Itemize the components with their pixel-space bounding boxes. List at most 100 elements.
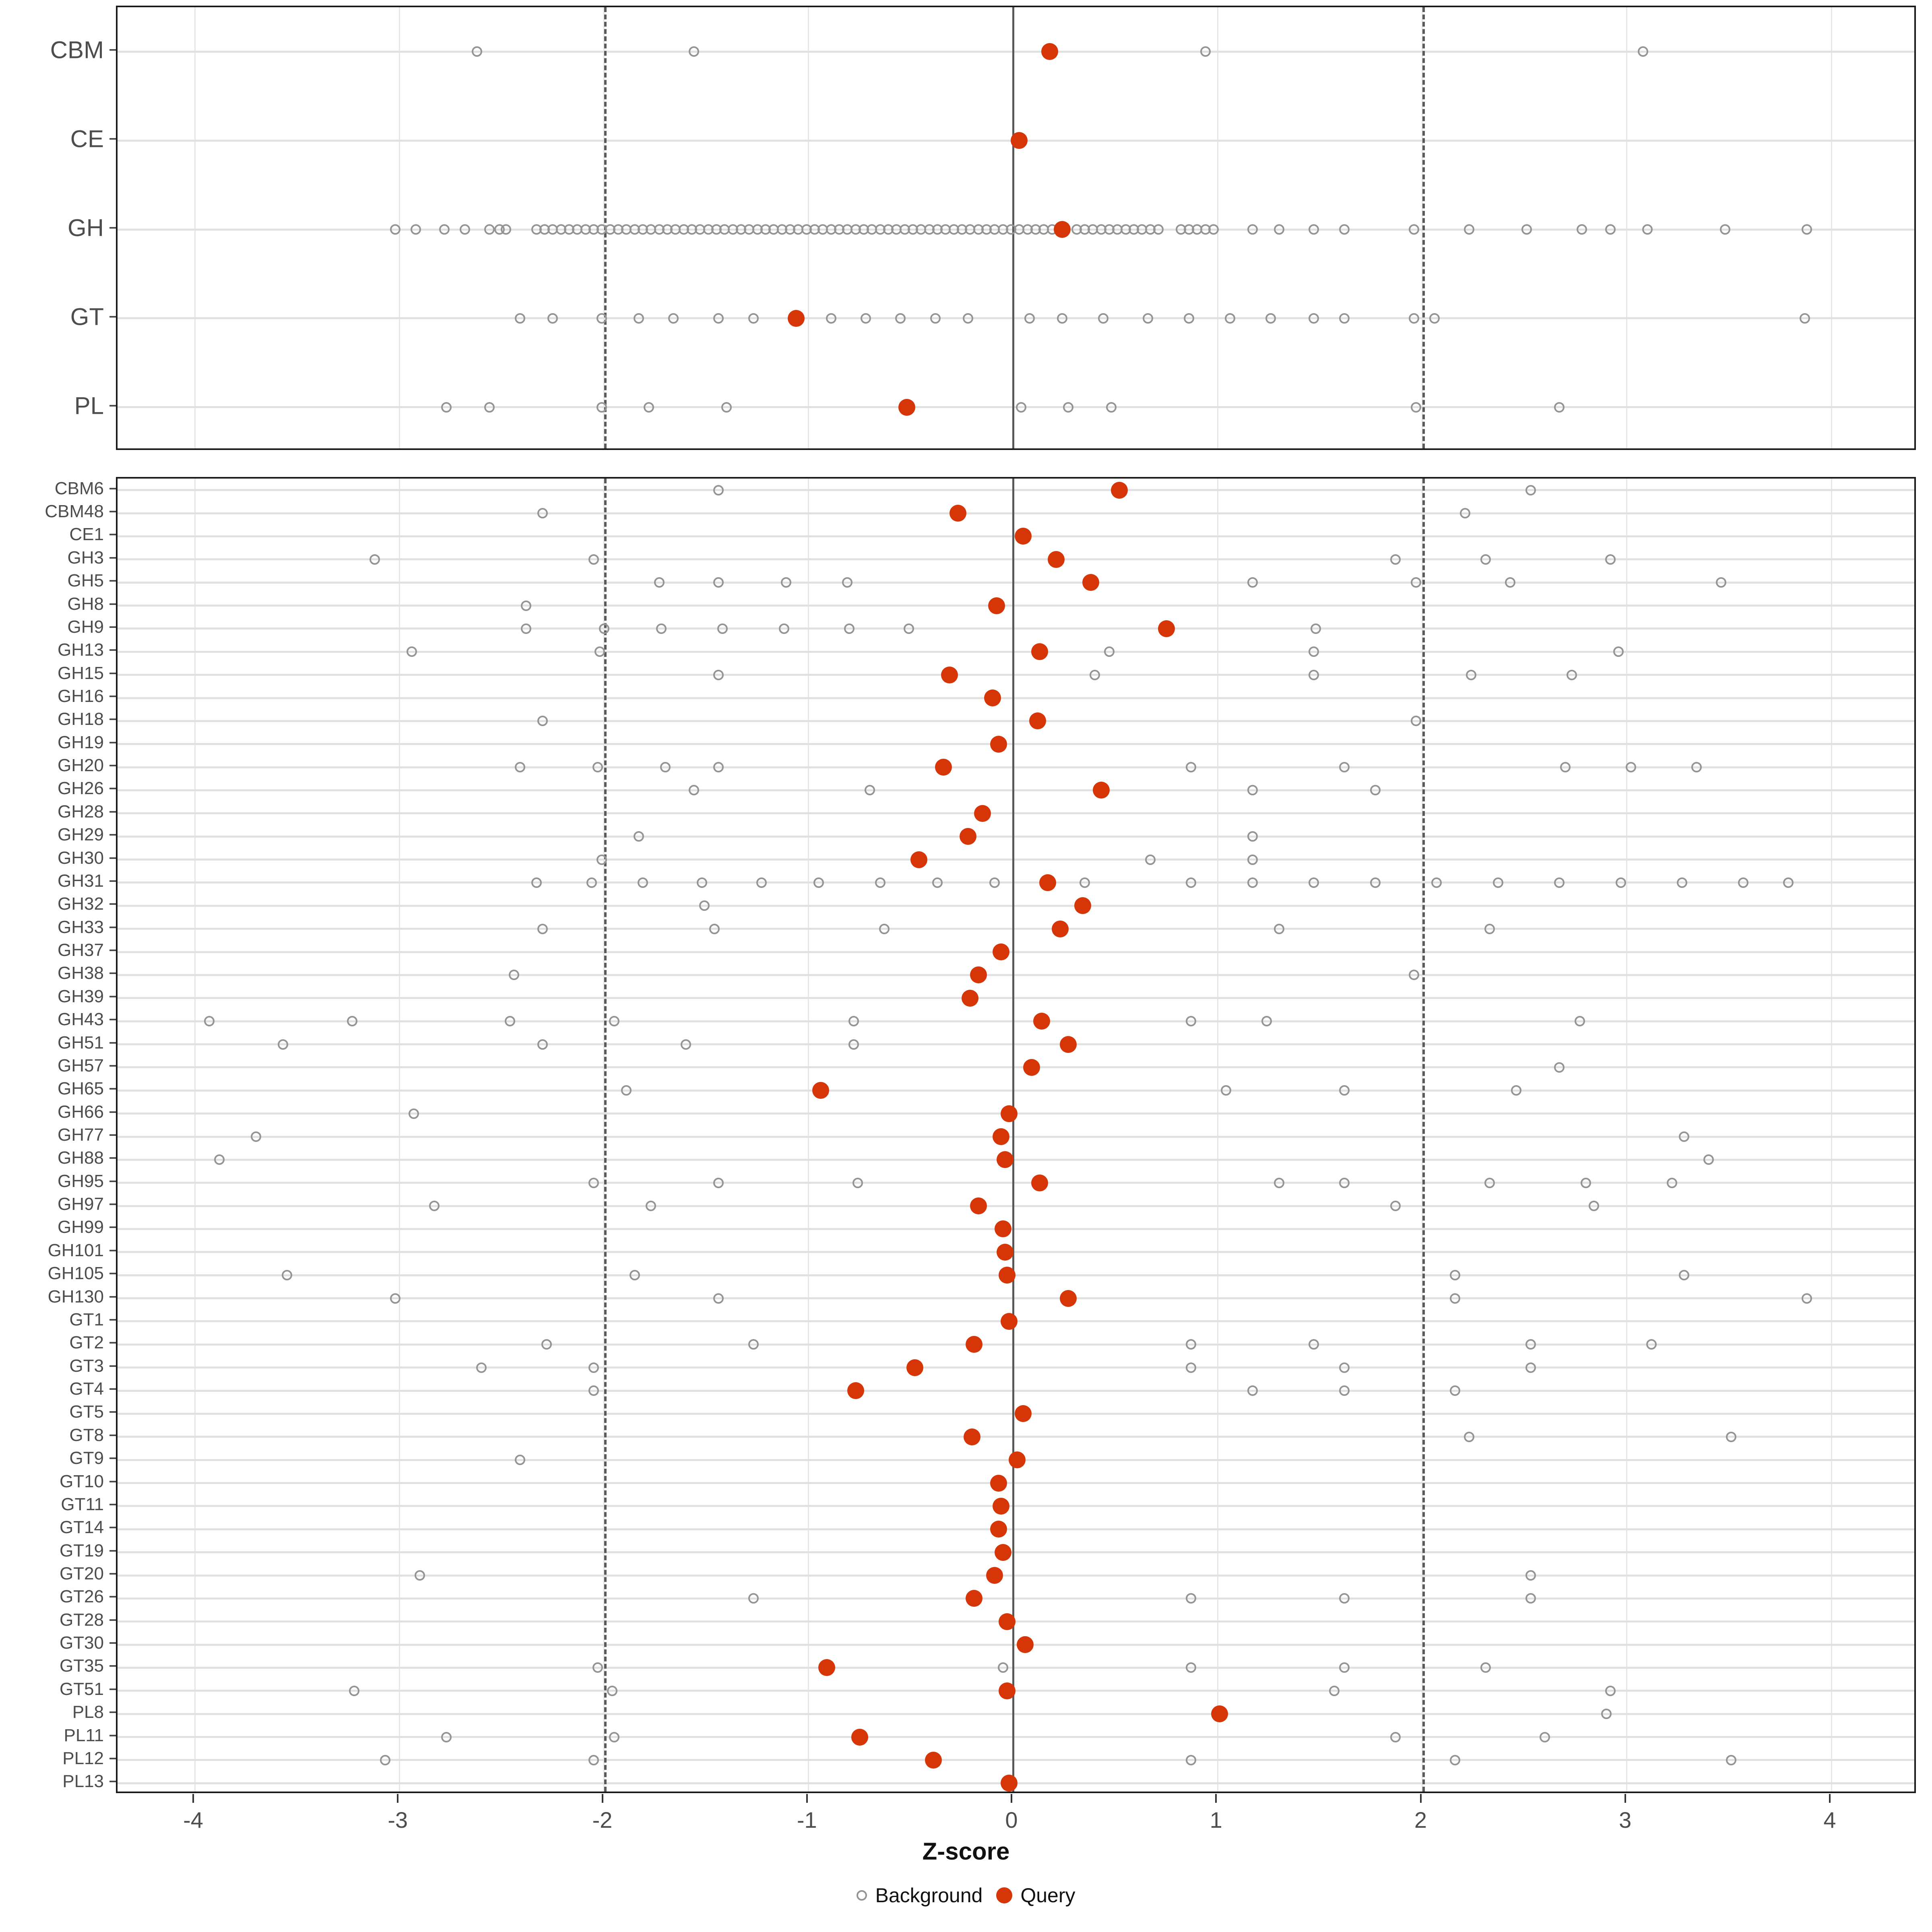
background-data-point <box>484 402 495 413</box>
gridline-horizontal <box>118 1666 1914 1669</box>
background-data-point <box>660 762 671 773</box>
background-data-point <box>1153 224 1164 235</box>
gridline-horizontal <box>118 1574 1914 1577</box>
y-axis-tick <box>109 880 116 882</box>
background-data-point <box>1329 1685 1340 1696</box>
y-axis-label: GH5 <box>67 571 104 591</box>
background-data-point <box>713 762 724 773</box>
y-axis-label: GH20 <box>58 755 104 776</box>
gridline-horizontal <box>118 835 1914 838</box>
y-axis-label: GH37 <box>58 940 104 960</box>
gridline-horizontal <box>118 1713 1914 1715</box>
background-data-point <box>508 970 519 980</box>
y-axis-tick <box>109 1157 116 1159</box>
background-data-point <box>597 402 607 413</box>
y-axis-label: GT5 <box>69 1402 104 1422</box>
background-data-point <box>930 313 941 324</box>
gridline-horizontal <box>118 674 1914 676</box>
background-data-point <box>1339 1362 1350 1373</box>
query-data-point <box>812 1082 830 1099</box>
background-data-point <box>654 577 665 588</box>
y-axis-label: CBM6 <box>54 478 104 498</box>
gridline-vertical <box>1831 479 1832 1792</box>
y-axis-tick <box>109 1503 116 1505</box>
background-data-point <box>1104 646 1115 657</box>
y-axis-tick <box>109 1457 116 1459</box>
background-data-point <box>597 313 607 324</box>
y-axis-tick <box>109 1273 116 1275</box>
background-data-point <box>713 1293 724 1304</box>
background-data-point <box>1605 224 1616 235</box>
y-axis-label: GT30 <box>59 1633 104 1653</box>
y-axis-tick <box>109 49 116 51</box>
background-data-point <box>813 877 824 888</box>
gridline-horizontal <box>118 406 1914 409</box>
background-data-point <box>633 313 644 324</box>
background-data-point <box>646 1201 656 1212</box>
y-axis-tick <box>109 718 116 720</box>
y-axis-label: GH28 <box>58 801 104 822</box>
background-data-point <box>504 1016 515 1027</box>
y-axis-label: PL8 <box>72 1702 104 1722</box>
query-data-point <box>1051 920 1069 937</box>
background-data-point <box>1098 313 1108 324</box>
y-axis-tick <box>109 1319 116 1321</box>
gridline-vertical <box>398 479 400 1792</box>
background-data-point <box>689 46 700 57</box>
chart-legend: Background Query <box>0 1884 1932 1907</box>
background-data-point <box>1449 1385 1460 1396</box>
background-data-point <box>717 623 728 634</box>
y-axis-tick <box>109 1180 116 1182</box>
x-axis-tick <box>601 1794 603 1803</box>
background-data-point <box>390 1293 401 1304</box>
background-data-point <box>1224 313 1235 324</box>
y-axis-tick <box>109 696 116 697</box>
background-data-point <box>932 877 943 888</box>
y-axis-tick <box>109 811 116 813</box>
x-axis-tick-label: -1 <box>797 1807 817 1833</box>
background-data-point <box>1186 1016 1197 1027</box>
gridline-vertical <box>1626 479 1628 1792</box>
query-data-point <box>1041 43 1059 60</box>
query-data-point <box>992 1128 1009 1145</box>
y-axis-tick <box>109 1550 116 1552</box>
background-data-point <box>1676 877 1687 888</box>
background-data-point <box>903 623 914 634</box>
background-data-point <box>541 1339 552 1350</box>
background-data-point <box>1484 923 1495 934</box>
y-axis-tick <box>109 1688 116 1690</box>
y-axis-label: GT1 <box>69 1309 104 1329</box>
background-data-point <box>441 402 452 413</box>
x-axis-tick-label: 2 <box>1414 1807 1427 1833</box>
gridline-horizontal <box>118 1182 1914 1184</box>
background-data-point <box>537 1039 548 1050</box>
background-data-point <box>1016 402 1027 413</box>
query-data-point <box>949 505 966 522</box>
query-data-point <box>970 1197 987 1215</box>
background-data-point <box>1525 485 1536 495</box>
background-data-point <box>484 224 495 235</box>
query-data-point <box>1033 1013 1051 1030</box>
y-axis-tick <box>109 1226 116 1228</box>
background-data-point <box>1464 1431 1475 1442</box>
background-data-point <box>1525 1593 1536 1604</box>
background-data-point <box>1613 646 1624 657</box>
background-data-point <box>689 785 700 796</box>
background-data-point <box>1802 1293 1812 1304</box>
background-data-point <box>848 1039 859 1050</box>
y-axis-label: GH39 <box>58 986 104 1006</box>
background-data-point <box>459 224 470 235</box>
filled-circle-icon <box>996 1887 1013 1903</box>
background-data-point <box>861 313 871 324</box>
background-data-point <box>588 1385 599 1396</box>
gridline-vertical <box>194 479 196 1792</box>
y-axis-tick <box>109 1665 116 1667</box>
y-axis-tick <box>109 672 116 674</box>
background-data-point <box>1411 716 1422 727</box>
gridline-horizontal <box>118 627 1914 630</box>
y-axis-label: GH88 <box>58 1148 104 1168</box>
background-data-point <box>1309 224 1319 235</box>
query-data-point <box>1000 1775 1018 1792</box>
y-axis-label: GH15 <box>58 663 104 683</box>
y-axis-tick <box>109 1111 116 1113</box>
